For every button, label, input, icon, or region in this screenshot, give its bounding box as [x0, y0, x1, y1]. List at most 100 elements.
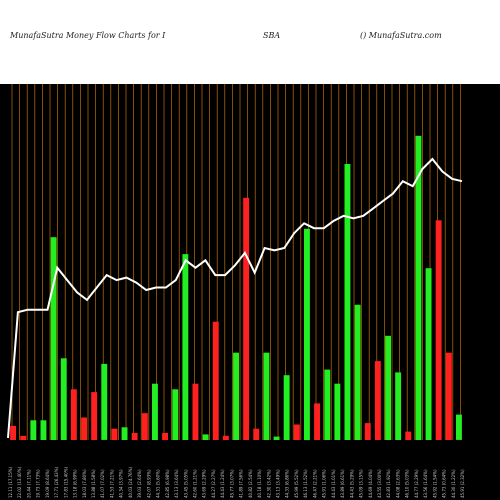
inflow-bar	[415, 135, 422, 441]
inflow-bar	[395, 372, 402, 440]
x-tick-label: 45.91 (2.32%)	[460, 469, 465, 498]
inflow-bar	[50, 237, 57, 440]
outflow-bar	[374, 361, 381, 440]
x-tick-label: 42.60 (1.21%)	[193, 469, 198, 498]
outflow-bar	[314, 403, 320, 440]
x-tick-label: 19.09 (8.64%)	[45, 469, 50, 498]
outflow-bar	[20, 435, 27, 440]
inflow-bar	[283, 375, 290, 440]
inflow-bar	[152, 383, 158, 440]
x-tick-label: 20.44 (7.11%)	[26, 469, 31, 498]
x-tick-label: 41.07 (7.02%)	[100, 469, 105, 498]
outflow-bar	[162, 433, 168, 440]
x-tick-label: 42.83 (1.92%)	[386, 469, 391, 498]
inflow-bar	[30, 420, 37, 440]
x-tick-label: 45.92 (1.54%)	[432, 469, 437, 498]
outflow-bar	[243, 197, 250, 440]
x-tick-label: 40.82 (2.54%)	[248, 469, 253, 498]
x-tick-label: 43.45 (5.05%)	[183, 469, 188, 498]
x-tick-label: 44.27 (2.27%)	[211, 469, 216, 498]
inflow-bar	[202, 434, 209, 440]
x-tick-label: 44.30 (1.22%)	[451, 469, 456, 498]
inflow-bar	[121, 427, 128, 440]
x-tick-label: 22.02 (13.40%)	[17, 466, 22, 498]
inflow-bar	[273, 436, 280, 440]
outflow-bar	[141, 413, 148, 440]
price-line	[7, 157, 463, 439]
outflow-bar	[91, 392, 98, 440]
x-tick-label: 40.03 (24.76%)	[128, 466, 133, 498]
chart-title: MunafaSutra Money Flow Charts for I	[10, 31, 166, 40]
inflow-bar	[60, 358, 67, 440]
x-tick-label: 13.18 (6.99%)	[73, 469, 78, 498]
chart-header: MunafaSutra Money Flow Charts for I SBA …	[0, 0, 500, 84]
x-tick-label: 17.71 (26.43%)	[54, 466, 59, 498]
inflow-bar	[40, 420, 47, 440]
inflow-bar	[385, 335, 391, 440]
x-tick-label: 44.43 (5.29%)	[349, 469, 354, 498]
outflow-bar	[364, 423, 371, 440]
x-tick-label: 44.08 (2.63%)	[395, 469, 400, 498]
x-tick-label: 45.77 (3.07%)	[229, 469, 234, 498]
chart-ticker: SBA	[263, 31, 281, 40]
grid-lines	[11, 84, 461, 440]
x-tick-label: 42.30 (3.42%)	[266, 469, 271, 498]
x-tick-label: 44.43 (1.01%)	[331, 469, 336, 498]
x-tick-label: 43.13 (3.49%)	[276, 469, 281, 498]
outflow-bar	[405, 431, 412, 441]
x-tick-label: 42.85 (6.98%)	[165, 469, 170, 498]
outflow-bar	[445, 352, 452, 440]
inflow-bar	[334, 383, 341, 440]
money-flow-bars	[10, 135, 462, 441]
inflow-bar	[172, 389, 179, 440]
money-flow-chart: 12.11 (17.15%) 22.02 (13.40%) 20.44 (7.11%…	[0, 84, 500, 500]
outflow-bar	[111, 428, 118, 440]
x-tick-label: 40.18 (1.10%)	[257, 469, 262, 498]
inflow-bar	[304, 228, 310, 441]
x-tick-label: 43.13 (3.64%)	[174, 469, 179, 498]
outflow-bar	[293, 424, 300, 440]
x-tick-label: 41.53 (7.21%)	[110, 469, 115, 498]
x-tick-label: 18.03 (7.80%)	[82, 469, 87, 498]
x-tick-label: 43.55 (3.00%)	[377, 469, 382, 498]
x-tick-label: 45.99 (5.52%)	[294, 469, 299, 498]
inflow-bar	[456, 414, 462, 440]
inflow-bar	[425, 268, 432, 440]
x-tick-label: 43.89 (6.61%)	[340, 469, 345, 498]
x-tick-label: 44.69 (4.04%)	[368, 469, 373, 498]
inflow-bar	[101, 363, 108, 440]
inflow-bar	[182, 254, 189, 440]
outflow-bar	[192, 383, 199, 440]
x-tick-label: 40.34 (3.97%)	[119, 469, 124, 498]
x-tick-label: 46.13 (1.52%)	[303, 469, 308, 498]
x-tick-label: 42.07 (8.93%)	[146, 469, 151, 498]
chart-canvas: 12.11 (17.15%) 22.02 (13.40%) 20.44 (7.11%…	[0, 84, 500, 500]
x-tick-label: 45.09 (3.15%)	[359, 469, 364, 498]
inflow-bar	[263, 352, 270, 440]
x-tick-label: 45.91 (1.06%)	[322, 469, 327, 498]
source-credit: () MunafaSutra.com	[360, 31, 442, 40]
outflow-bar	[10, 425, 16, 440]
x-tick-label: 17.83 (15.40%)	[63, 466, 68, 498]
x-tick-label: 44.31 (5.60%)	[156, 469, 161, 498]
x-tick-label: 12.11 (17.15%)	[8, 466, 13, 498]
outflow-bar	[222, 435, 229, 440]
x-tick-label: 44.77 (2.29%)	[414, 469, 419, 498]
outflow-bar	[70, 389, 77, 440]
x-tick-label: 43.56 (1.64%)	[423, 469, 428, 498]
inflow-bar	[344, 164, 351, 440]
x-tick-label: 46.10 (5.03%)	[405, 469, 410, 498]
x-tick-label: 46.47 (2.21%)	[312, 469, 317, 498]
outflow-bar	[253, 428, 260, 440]
inflow-bar	[324, 369, 331, 440]
x-tick-label: 45.73 (0.64%)	[442, 469, 447, 498]
x-tick-label: 39.03 (2.64%)	[137, 469, 142, 498]
x-tick-label: 13.88 (1.58%)	[91, 469, 96, 498]
x-tick-label: 44.43 (1.24%)	[220, 469, 225, 498]
x-tick-label: 44.33 (6.86%)	[285, 469, 290, 498]
x-tick-label: 19.73 (7.73%)	[36, 469, 41, 498]
x-tick-label: 43.69 (2.29%)	[202, 469, 207, 498]
outflow-bar	[81, 417, 87, 440]
outflow-bar	[435, 220, 442, 440]
outflow-bar	[212, 321, 219, 440]
